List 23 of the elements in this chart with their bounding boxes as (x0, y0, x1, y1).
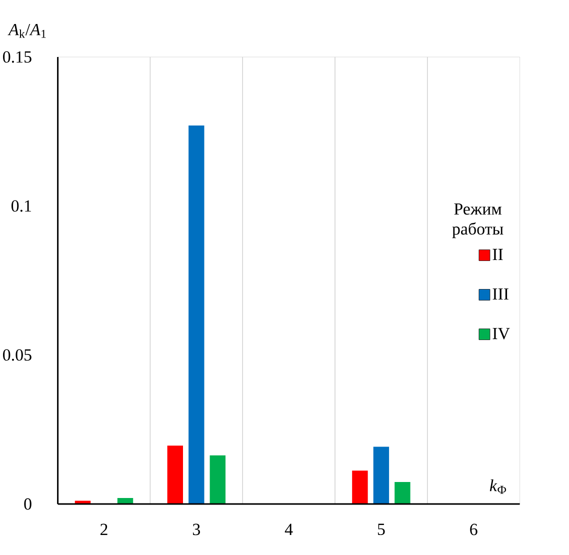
bar (394, 482, 410, 504)
legend-title: Режим работы (452, 203, 504, 238)
y-tick-label: 0 (24, 498, 32, 510)
legend-label: III (492, 288, 508, 300)
bar (210, 455, 226, 504)
bar (74, 500, 91, 504)
bar (117, 498, 134, 504)
bar (167, 446, 183, 504)
bar (352, 470, 368, 504)
x-tick-label: 2 (100, 524, 108, 536)
bar (188, 126, 204, 504)
x-tick-label: 5 (378, 524, 385, 536)
bar (373, 446, 390, 504)
x-axis-title: k$_{Ф}$ (490, 479, 506, 494)
y-tick-label: 0.1 (12, 200, 32, 212)
y-axis-title: A$_{k}$/A$_{1}$ (8, 24, 46, 38)
x-tick-label: 6 (470, 524, 478, 536)
legend-label: IV (492, 328, 510, 340)
legend-label: II (492, 248, 503, 260)
x-tick-label: 4 (284, 524, 293, 535)
x-tick-label: 3 (192, 524, 200, 536)
y-tick-label: 0.15 (3, 51, 32, 63)
y-tick-label: 0.05 (3, 349, 32, 361)
